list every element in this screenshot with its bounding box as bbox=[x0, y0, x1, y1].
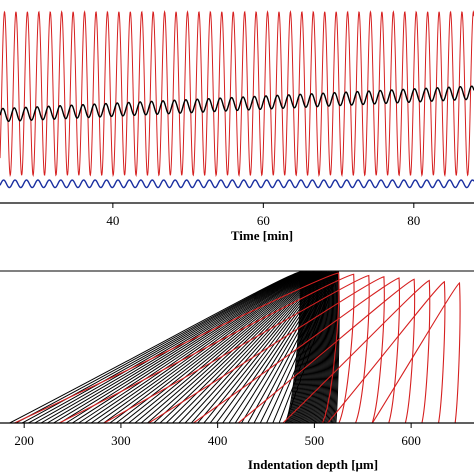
depth-chart: 200 300 400 500 600 Indentation depth [μm] bbox=[0, 270, 474, 472]
black-loop bbox=[241, 271, 334, 423]
red-loop bbox=[148, 276, 385, 423]
depth-tick-label: 500 bbox=[305, 433, 325, 448]
depth-tick-label: 200 bbox=[14, 433, 34, 448]
black-loop bbox=[278, 271, 339, 423]
red-loop bbox=[59, 273, 355, 423]
time-chart-ticks: 40 60 80 bbox=[106, 203, 420, 228]
time-series-group bbox=[0, 10, 474, 189]
black-loop bbox=[253, 271, 336, 423]
series-blue-line bbox=[0, 179, 474, 189]
depth-tick-label: 400 bbox=[208, 433, 228, 448]
series-black-line bbox=[0, 85, 474, 123]
red-loop bbox=[282, 279, 431, 423]
black-loop bbox=[147, 271, 321, 423]
time-chart: 40 60 80 Time [min] bbox=[0, 10, 474, 243]
black-loop bbox=[234, 271, 333, 423]
black-loop bbox=[153, 271, 322, 423]
depth-series-group bbox=[9, 271, 461, 423]
red-loop bbox=[237, 278, 416, 423]
depth-chart-xlabel: Indentation depth [μm] bbox=[248, 457, 378, 472]
depth-tick-label: 600 bbox=[401, 433, 421, 448]
red-loop bbox=[14, 272, 340, 423]
time-tick-label: 80 bbox=[407, 213, 420, 228]
time-tick-label: 60 bbox=[257, 213, 270, 228]
black-loop bbox=[272, 271, 338, 423]
depth-chart-ticks: 200 300 400 500 600 bbox=[14, 423, 421, 448]
black-loop bbox=[228, 271, 332, 423]
black-loop bbox=[284, 271, 340, 423]
black-loop bbox=[222, 271, 331, 423]
series-red-line bbox=[0, 10, 474, 178]
time-chart-xlabel: Time [min] bbox=[231, 228, 293, 243]
red-loop bbox=[327, 280, 446, 423]
black-loop bbox=[209, 271, 330, 423]
black-loop bbox=[259, 271, 337, 423]
red-loop bbox=[371, 281, 461, 423]
black-loop bbox=[216, 271, 330, 423]
red-loop bbox=[193, 277, 400, 423]
black-loop bbox=[203, 271, 329, 423]
black-loop bbox=[266, 271, 338, 423]
time-tick-label: 40 bbox=[106, 213, 119, 228]
depth-tick-label: 300 bbox=[111, 433, 131, 448]
